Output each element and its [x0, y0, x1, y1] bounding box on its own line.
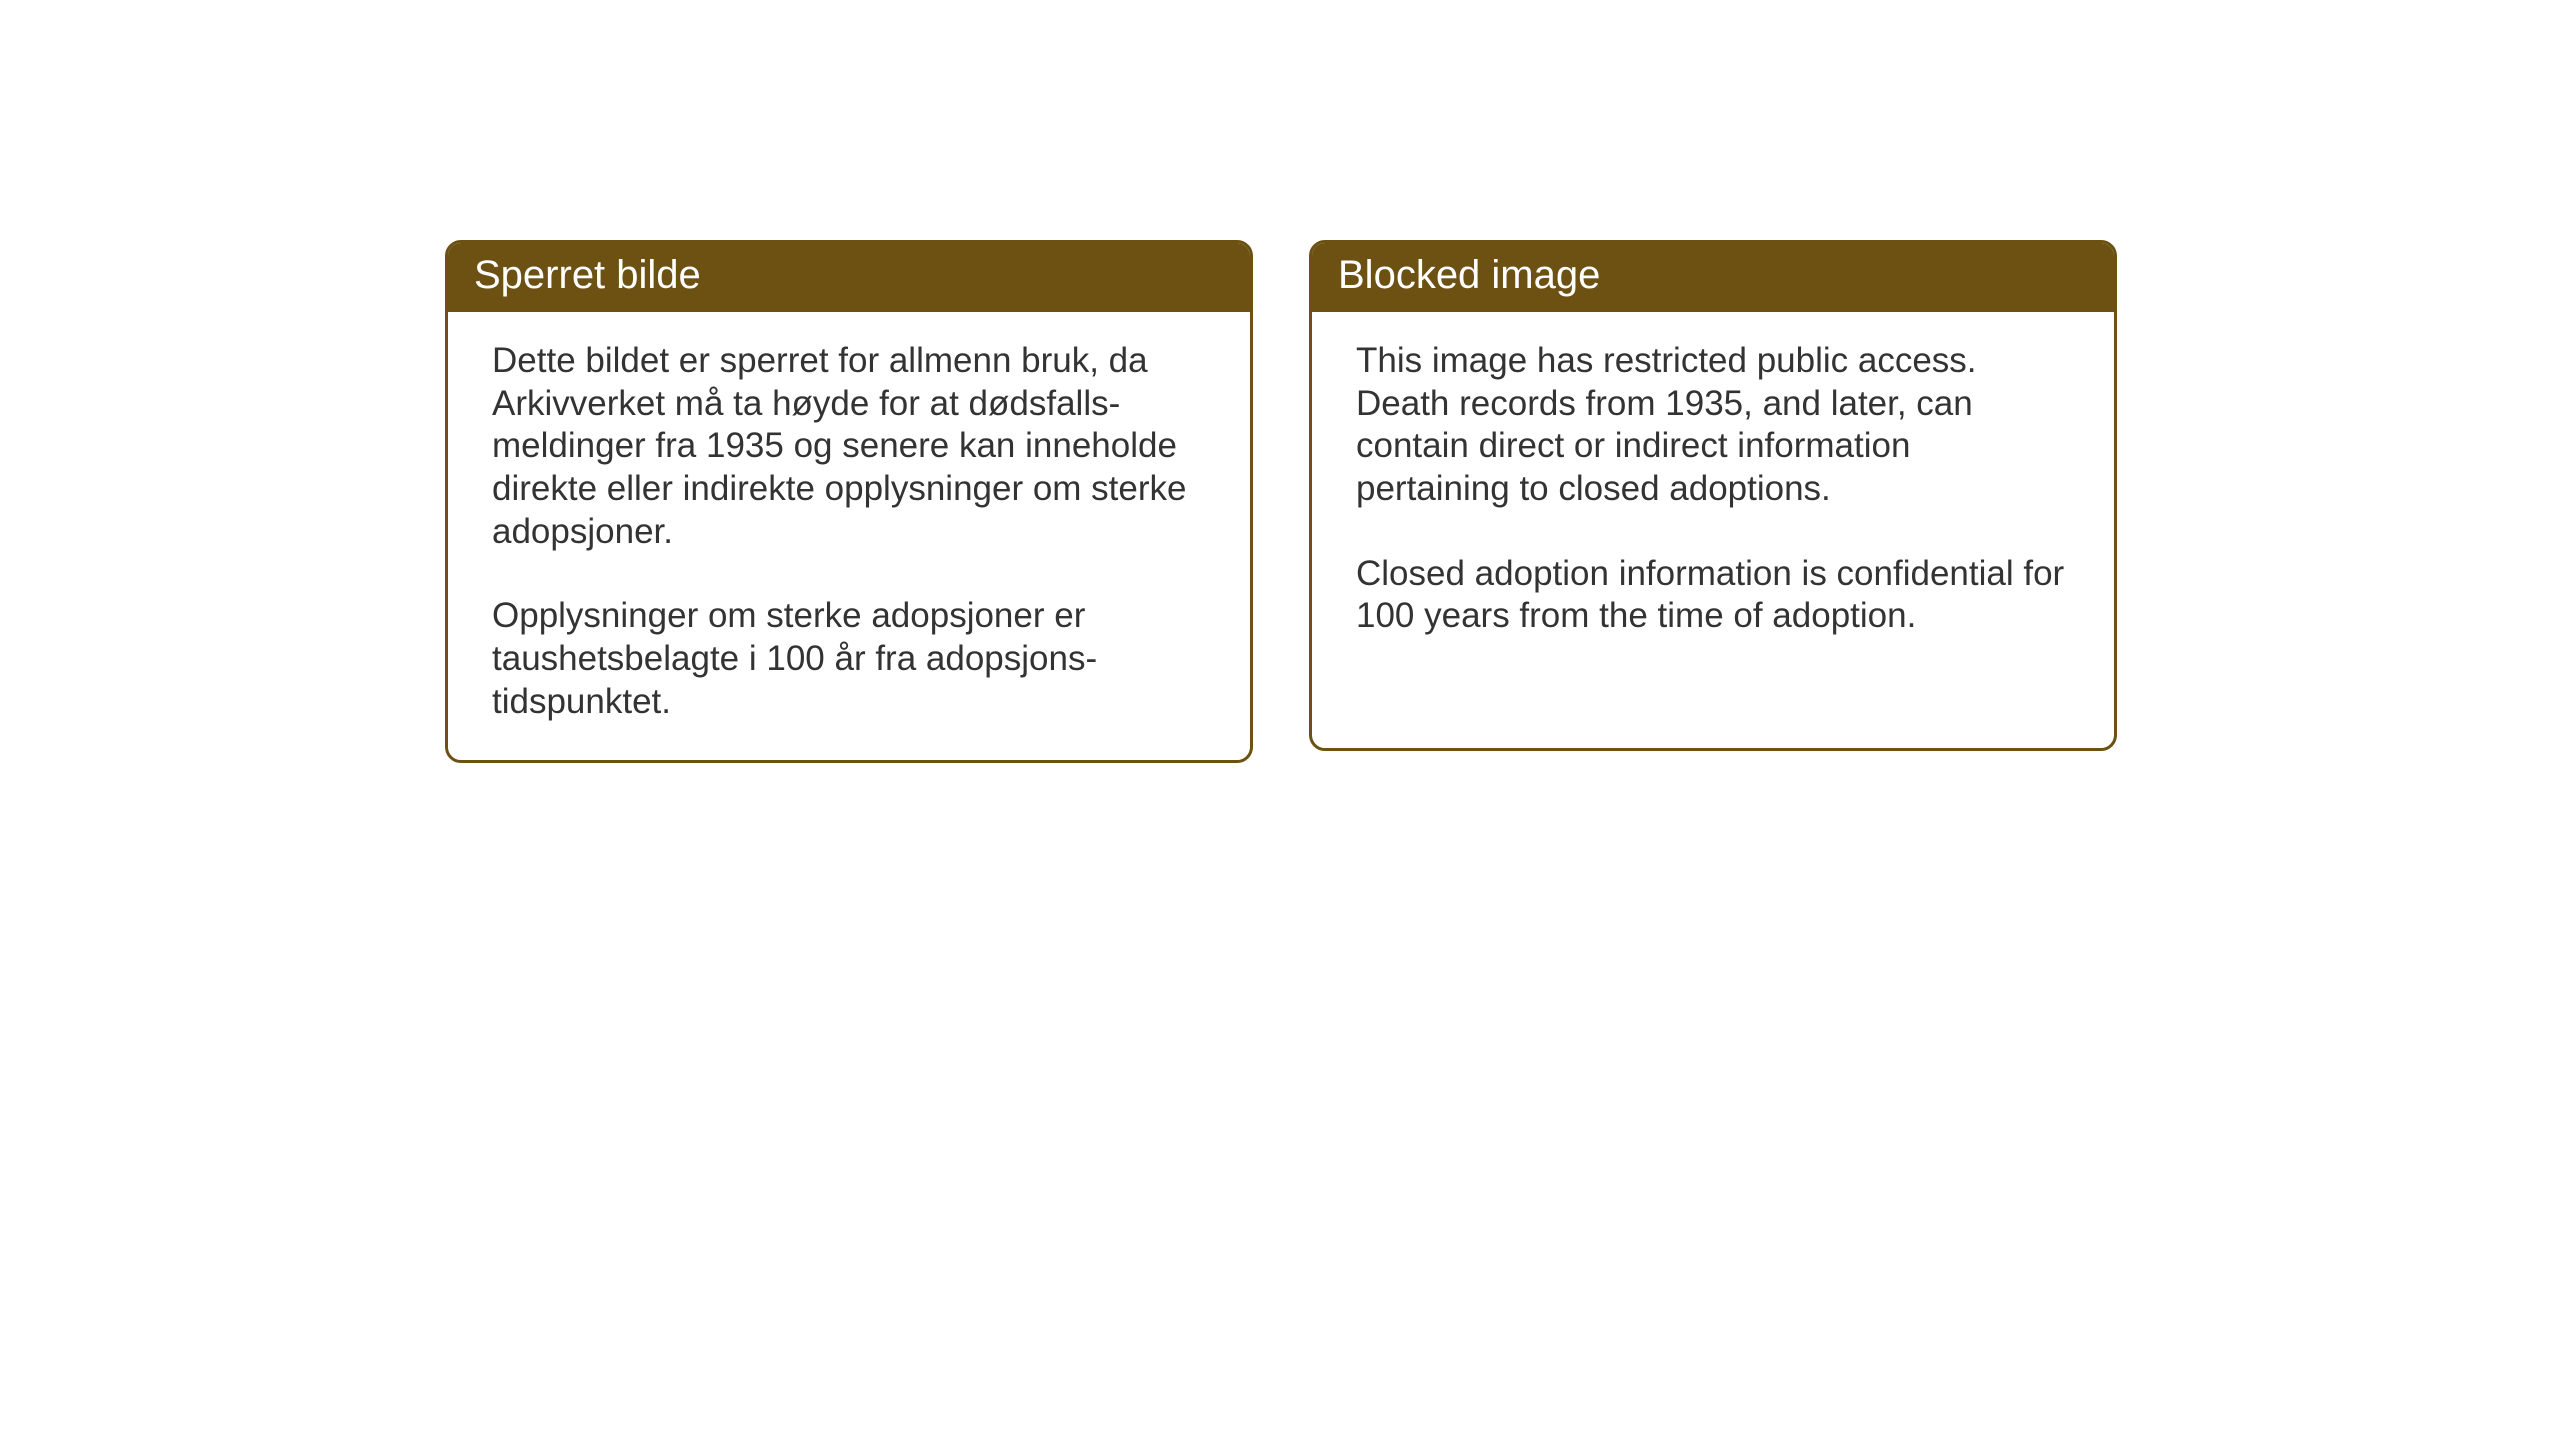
card-paragraph-2-norwegian: Opplysninger om sterke adopsjoner er tau… — [492, 595, 1206, 723]
notice-card-norwegian: Sperret bilde Dette bildet er sperret fo… — [445, 240, 1253, 763]
card-paragraph-1-norwegian: Dette bildet er sperret for allmenn bruk… — [492, 340, 1206, 553]
card-body-norwegian: Dette bildet er sperret for allmenn bruk… — [448, 312, 1250, 760]
card-header-english: Blocked image — [1312, 243, 2114, 312]
notice-card-english: Blocked image This image has restricted … — [1309, 240, 2117, 751]
notice-container: Sperret bilde Dette bildet er sperret fo… — [445, 240, 2117, 763]
card-header-norwegian: Sperret bilde — [448, 243, 1250, 312]
card-paragraph-1-english: This image has restricted public access.… — [1356, 340, 2070, 511]
card-paragraph-2-english: Closed adoption information is confident… — [1356, 553, 2070, 638]
card-body-english: This image has restricted public access.… — [1312, 312, 2114, 674]
